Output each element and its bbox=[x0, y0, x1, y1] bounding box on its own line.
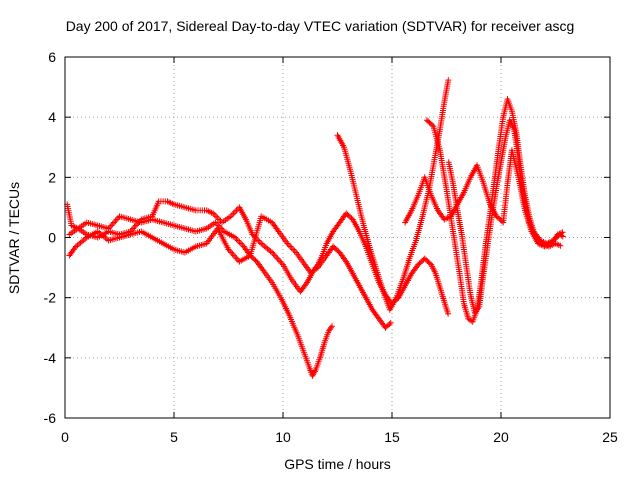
y-tick-label: 2 bbox=[48, 169, 56, 185]
series-markers bbox=[445, 117, 564, 316]
series-markers bbox=[64, 201, 336, 379]
x-tick-label: 10 bbox=[275, 429, 291, 445]
series-markers bbox=[66, 198, 394, 331]
chart-title: Day 200 of 2017, Sidereal Day-to-day VTE… bbox=[65, 18, 575, 34]
y-tick-label: 6 bbox=[48, 49, 56, 65]
x-tick-label: 15 bbox=[384, 429, 400, 445]
y-tick-label: 4 bbox=[48, 109, 56, 125]
x-tick-label: 0 bbox=[61, 429, 69, 445]
series-2 bbox=[66, 198, 394, 331]
y-tick-label: -4 bbox=[44, 350, 57, 366]
series-4 bbox=[334, 77, 452, 313]
y-axis-label: SDTVAR / TECUs bbox=[6, 181, 22, 295]
y-tick-label: -2 bbox=[44, 290, 57, 306]
x-tick-label: 5 bbox=[170, 429, 178, 445]
x-tick-label: 20 bbox=[493, 429, 509, 445]
series-7 bbox=[445, 117, 564, 316]
x-axis-label: GPS time / hours bbox=[284, 456, 391, 472]
axis-ticks: 0 5 10 15 20 25 -6 -4 -2 0 2 4 6 bbox=[44, 49, 618, 445]
data-marks bbox=[64, 77, 566, 379]
y-tick-label: 0 bbox=[48, 230, 56, 246]
x-tick-label: 25 bbox=[602, 429, 618, 445]
y-tick-label: -6 bbox=[44, 410, 57, 426]
grid-lines bbox=[65, 57, 610, 418]
series-1 bbox=[64, 201, 336, 379]
series-markers bbox=[334, 77, 452, 313]
